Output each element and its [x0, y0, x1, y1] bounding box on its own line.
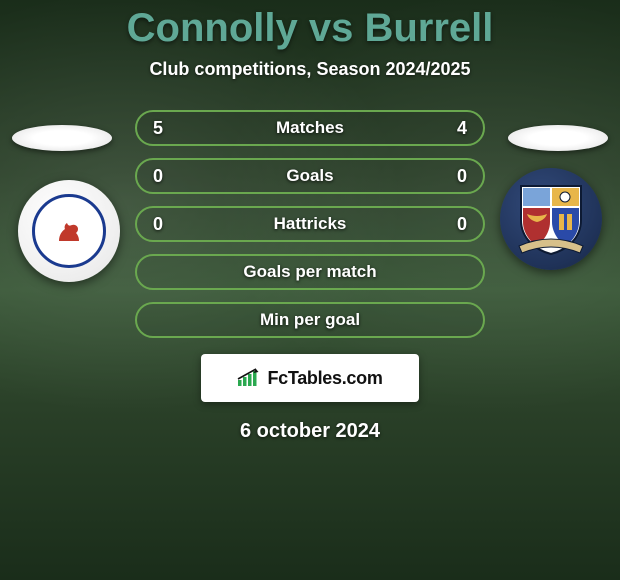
stat-label: Goals: [286, 166, 333, 186]
stat-label: Min per goal: [260, 310, 360, 330]
stat-row-matches: 5 Matches 4: [135, 110, 485, 146]
stat-value-right: 0: [447, 166, 467, 187]
comparison-subtitle: Club competitions, Season 2024/2025: [0, 59, 620, 80]
stat-value-left: 5: [153, 118, 173, 139]
crewe-alexandra-crest: [18, 180, 120, 282]
stat-label: Goals per match: [243, 262, 376, 282]
opposition-crest: [500, 168, 602, 270]
stat-label: Hattricks: [274, 214, 347, 234]
stat-value-left: 0: [153, 166, 173, 187]
stat-value-right: 4: [447, 118, 467, 139]
bar-chart-icon: [237, 368, 263, 388]
lion-icon: [53, 215, 85, 247]
stat-value-left: 0: [153, 214, 173, 235]
stat-row-goals-per-match: Goals per match: [135, 254, 485, 290]
stat-row-min-per-goal: Min per goal: [135, 302, 485, 338]
comparison-date: 6 october 2024: [0, 420, 620, 443]
player-marker-right: [508, 125, 608, 151]
player-marker-left: [12, 125, 112, 151]
stat-value-right: 0: [447, 214, 467, 235]
fctables-badge: FcTables.com: [201, 354, 419, 402]
shield-icon: [517, 180, 585, 258]
stat-row-goals: 0 Goals 0: [135, 158, 485, 194]
stat-label: Matches: [276, 118, 344, 138]
comparison-title: Connolly vs Burrell: [0, 0, 620, 51]
stat-row-hattricks: 0 Hattricks 0: [135, 206, 485, 242]
stats-list: 5 Matches 4 0 Goals 0 0 Hattricks 0 Goal…: [135, 110, 485, 338]
fctables-label: FcTables.com: [267, 368, 382, 389]
